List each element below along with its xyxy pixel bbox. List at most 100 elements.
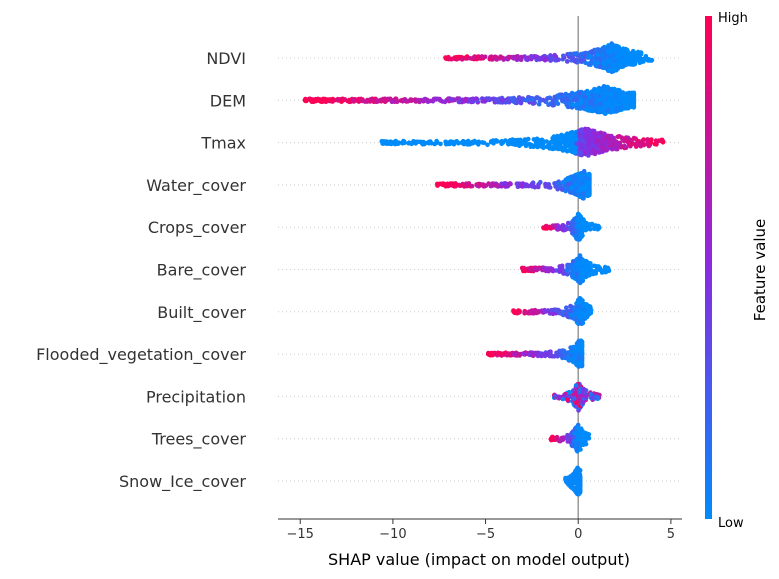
data-point	[553, 95, 558, 100]
data-point	[597, 150, 602, 155]
data-point	[578, 53, 584, 58]
data-point	[544, 352, 550, 357]
data-point	[428, 98, 433, 104]
data-point	[523, 98, 529, 103]
data-point	[630, 53, 636, 58]
data-point	[608, 47, 614, 52]
data-point	[577, 478, 583, 484]
data-point	[481, 140, 487, 146]
data-point	[627, 60, 632, 66]
data-point	[586, 153, 591, 158]
data-point	[587, 176, 592, 182]
data-point	[587, 99, 593, 104]
data-point	[578, 393, 584, 399]
data-point	[542, 308, 548, 314]
data-point	[583, 394, 589, 399]
data-point	[553, 57, 558, 63]
data-point	[524, 57, 529, 62]
data-point	[596, 86, 601, 92]
data-point	[534, 54, 539, 60]
data-point	[579, 127, 585, 133]
x-tick-label: −10	[379, 527, 406, 542]
data-point	[393, 138, 399, 144]
data-point	[549, 307, 554, 313]
data-point	[569, 92, 574, 97]
data-point	[565, 432, 570, 438]
data-point	[615, 91, 621, 97]
data-point	[528, 309, 533, 315]
data-point	[530, 353, 536, 358]
data-point	[587, 304, 593, 309]
data-point	[593, 271, 599, 276]
data-point	[568, 349, 573, 355]
data-point	[573, 268, 578, 273]
feature-label: Water_cover	[146, 176, 246, 196]
data-point	[560, 309, 566, 315]
data-point	[558, 353, 564, 358]
data-point	[541, 97, 546, 103]
data-point	[573, 133, 578, 138]
data-point	[581, 57, 586, 63]
data-point	[607, 87, 613, 93]
data-point	[573, 383, 579, 388]
data-point	[645, 137, 650, 142]
data-point	[565, 182, 571, 187]
data-point	[579, 354, 585, 360]
data-point	[580, 191, 586, 197]
data-point	[564, 479, 569, 485]
data-point	[568, 303, 573, 309]
data-point	[518, 100, 524, 106]
data-point	[575, 487, 581, 492]
data-point	[579, 342, 585, 347]
data-point	[522, 137, 528, 142]
data-point	[581, 104, 587, 109]
data-point	[463, 96, 468, 102]
data-point	[528, 54, 534, 60]
data-point	[572, 97, 577, 102]
data-point	[492, 96, 497, 102]
data-point	[473, 96, 479, 101]
data-point	[575, 217, 580, 222]
data-point	[511, 98, 517, 103]
data-point	[586, 62, 592, 67]
data-point	[509, 141, 514, 147]
data-point	[587, 191, 592, 197]
data-point	[575, 425, 580, 431]
data-point	[567, 389, 572, 395]
data-point	[577, 90, 582, 96]
data-point	[612, 62, 618, 67]
data-point	[548, 58, 553, 63]
data-point	[575, 224, 580, 229]
data-point	[522, 351, 527, 357]
data-point	[580, 138, 585, 143]
data-point	[559, 187, 565, 192]
data-point	[577, 471, 582, 476]
data-point	[495, 183, 501, 188]
data-point	[499, 181, 504, 187]
data-point	[576, 237, 582, 242]
data-point	[456, 99, 462, 105]
data-point	[499, 141, 504, 146]
data-point	[552, 393, 558, 399]
data-point	[605, 49, 610, 54]
data-point	[607, 68, 612, 73]
data-point	[540, 55, 545, 60]
data-point	[339, 99, 345, 104]
data-point	[643, 54, 649, 59]
data-point	[499, 97, 504, 103]
feature-label: Bare_cover	[157, 261, 247, 281]
data-point	[609, 139, 615, 144]
data-point	[568, 394, 574, 400]
data-point	[572, 177, 578, 183]
data-point	[614, 142, 619, 147]
data-point	[609, 108, 614, 113]
data-point	[598, 130, 603, 136]
data-point	[556, 183, 561, 188]
data-point	[576, 105, 581, 110]
feature-label: Snow_Ice_cover	[119, 472, 246, 492]
data-point	[548, 140, 554, 145]
data-point	[451, 141, 457, 147]
data-point	[631, 92, 637, 97]
data-point	[446, 56, 451, 62]
